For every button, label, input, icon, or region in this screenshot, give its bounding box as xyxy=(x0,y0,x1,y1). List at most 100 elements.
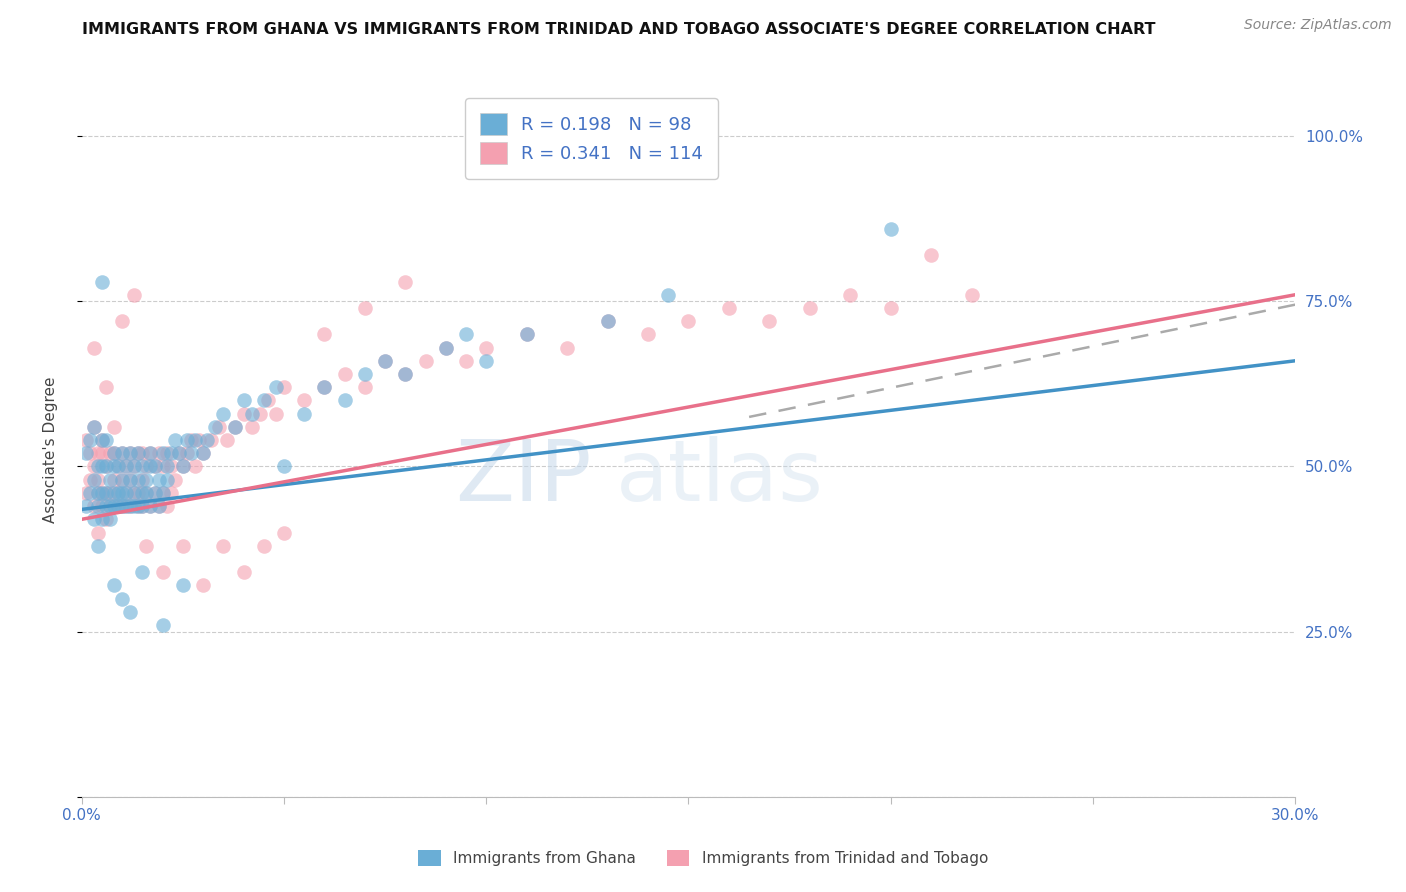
Point xyxy=(191,578,214,592)
Point xyxy=(143,459,166,474)
Point xyxy=(516,327,538,342)
Point xyxy=(115,459,138,474)
Point xyxy=(224,420,246,434)
Point xyxy=(94,459,117,474)
Point xyxy=(159,459,181,474)
Point xyxy=(127,499,149,513)
Point xyxy=(253,539,276,553)
Point xyxy=(91,499,114,513)
Point xyxy=(148,473,170,487)
Point xyxy=(148,499,170,513)
Point xyxy=(415,353,437,368)
Point xyxy=(111,499,134,513)
Point xyxy=(156,473,179,487)
Point xyxy=(91,486,114,500)
Point xyxy=(94,486,117,500)
Point xyxy=(333,367,356,381)
Point xyxy=(111,314,134,328)
Point xyxy=(139,446,162,460)
Point xyxy=(98,512,121,526)
Point xyxy=(264,407,287,421)
Point xyxy=(172,539,194,553)
Point xyxy=(256,393,278,408)
Point xyxy=(152,618,174,632)
Point xyxy=(107,499,129,513)
Point xyxy=(87,486,110,500)
Point xyxy=(87,459,110,474)
Point xyxy=(454,327,477,342)
Text: ZIP: ZIP xyxy=(456,436,592,519)
Point xyxy=(249,407,271,421)
Point xyxy=(434,341,457,355)
Point xyxy=(79,473,101,487)
Point xyxy=(75,446,97,460)
Point xyxy=(83,420,105,434)
Point xyxy=(678,314,700,328)
Point xyxy=(454,353,477,368)
Point xyxy=(240,407,263,421)
Point xyxy=(212,407,235,421)
Text: atlas: atlas xyxy=(616,436,824,519)
Point xyxy=(273,459,295,474)
Point xyxy=(94,459,117,474)
Point xyxy=(152,486,174,500)
Point xyxy=(143,459,166,474)
Point xyxy=(240,420,263,434)
Point xyxy=(184,459,207,474)
Point xyxy=(475,341,498,355)
Point xyxy=(120,473,142,487)
Point xyxy=(163,473,186,487)
Point xyxy=(374,353,396,368)
Point xyxy=(131,446,153,460)
Point xyxy=(127,486,149,500)
Point xyxy=(79,433,101,447)
Point xyxy=(131,499,153,513)
Point xyxy=(152,459,174,474)
Point xyxy=(83,473,105,487)
Point xyxy=(176,446,198,460)
Point xyxy=(314,380,336,394)
Point xyxy=(657,287,679,301)
Point xyxy=(374,353,396,368)
Point xyxy=(143,486,166,500)
Point xyxy=(152,565,174,579)
Point xyxy=(180,446,202,460)
Point xyxy=(167,446,190,460)
Point xyxy=(156,446,179,460)
Point xyxy=(135,539,157,553)
Point xyxy=(354,367,377,381)
Point xyxy=(103,446,125,460)
Point xyxy=(127,446,149,460)
Point xyxy=(103,473,125,487)
Point xyxy=(131,486,153,500)
Point xyxy=(120,605,142,619)
Point xyxy=(163,433,186,447)
Point xyxy=(120,446,142,460)
Point xyxy=(127,473,149,487)
Point xyxy=(354,380,377,394)
Point xyxy=(135,459,157,474)
Point xyxy=(94,433,117,447)
Point xyxy=(333,393,356,408)
Point xyxy=(87,539,110,553)
Point xyxy=(152,486,174,500)
Point xyxy=(394,367,416,381)
Point xyxy=(124,459,146,474)
Point xyxy=(217,433,239,447)
Point xyxy=(111,446,134,460)
Point xyxy=(87,499,110,513)
Point xyxy=(135,486,157,500)
Point xyxy=(127,446,149,460)
Point xyxy=(475,353,498,368)
Point xyxy=(91,512,114,526)
Point xyxy=(139,499,162,513)
Point xyxy=(139,459,162,474)
Point xyxy=(94,512,117,526)
Point xyxy=(87,486,110,500)
Point xyxy=(717,301,740,315)
Point xyxy=(115,486,138,500)
Point xyxy=(135,473,157,487)
Point xyxy=(103,446,125,460)
Point xyxy=(839,287,862,301)
Point xyxy=(273,525,295,540)
